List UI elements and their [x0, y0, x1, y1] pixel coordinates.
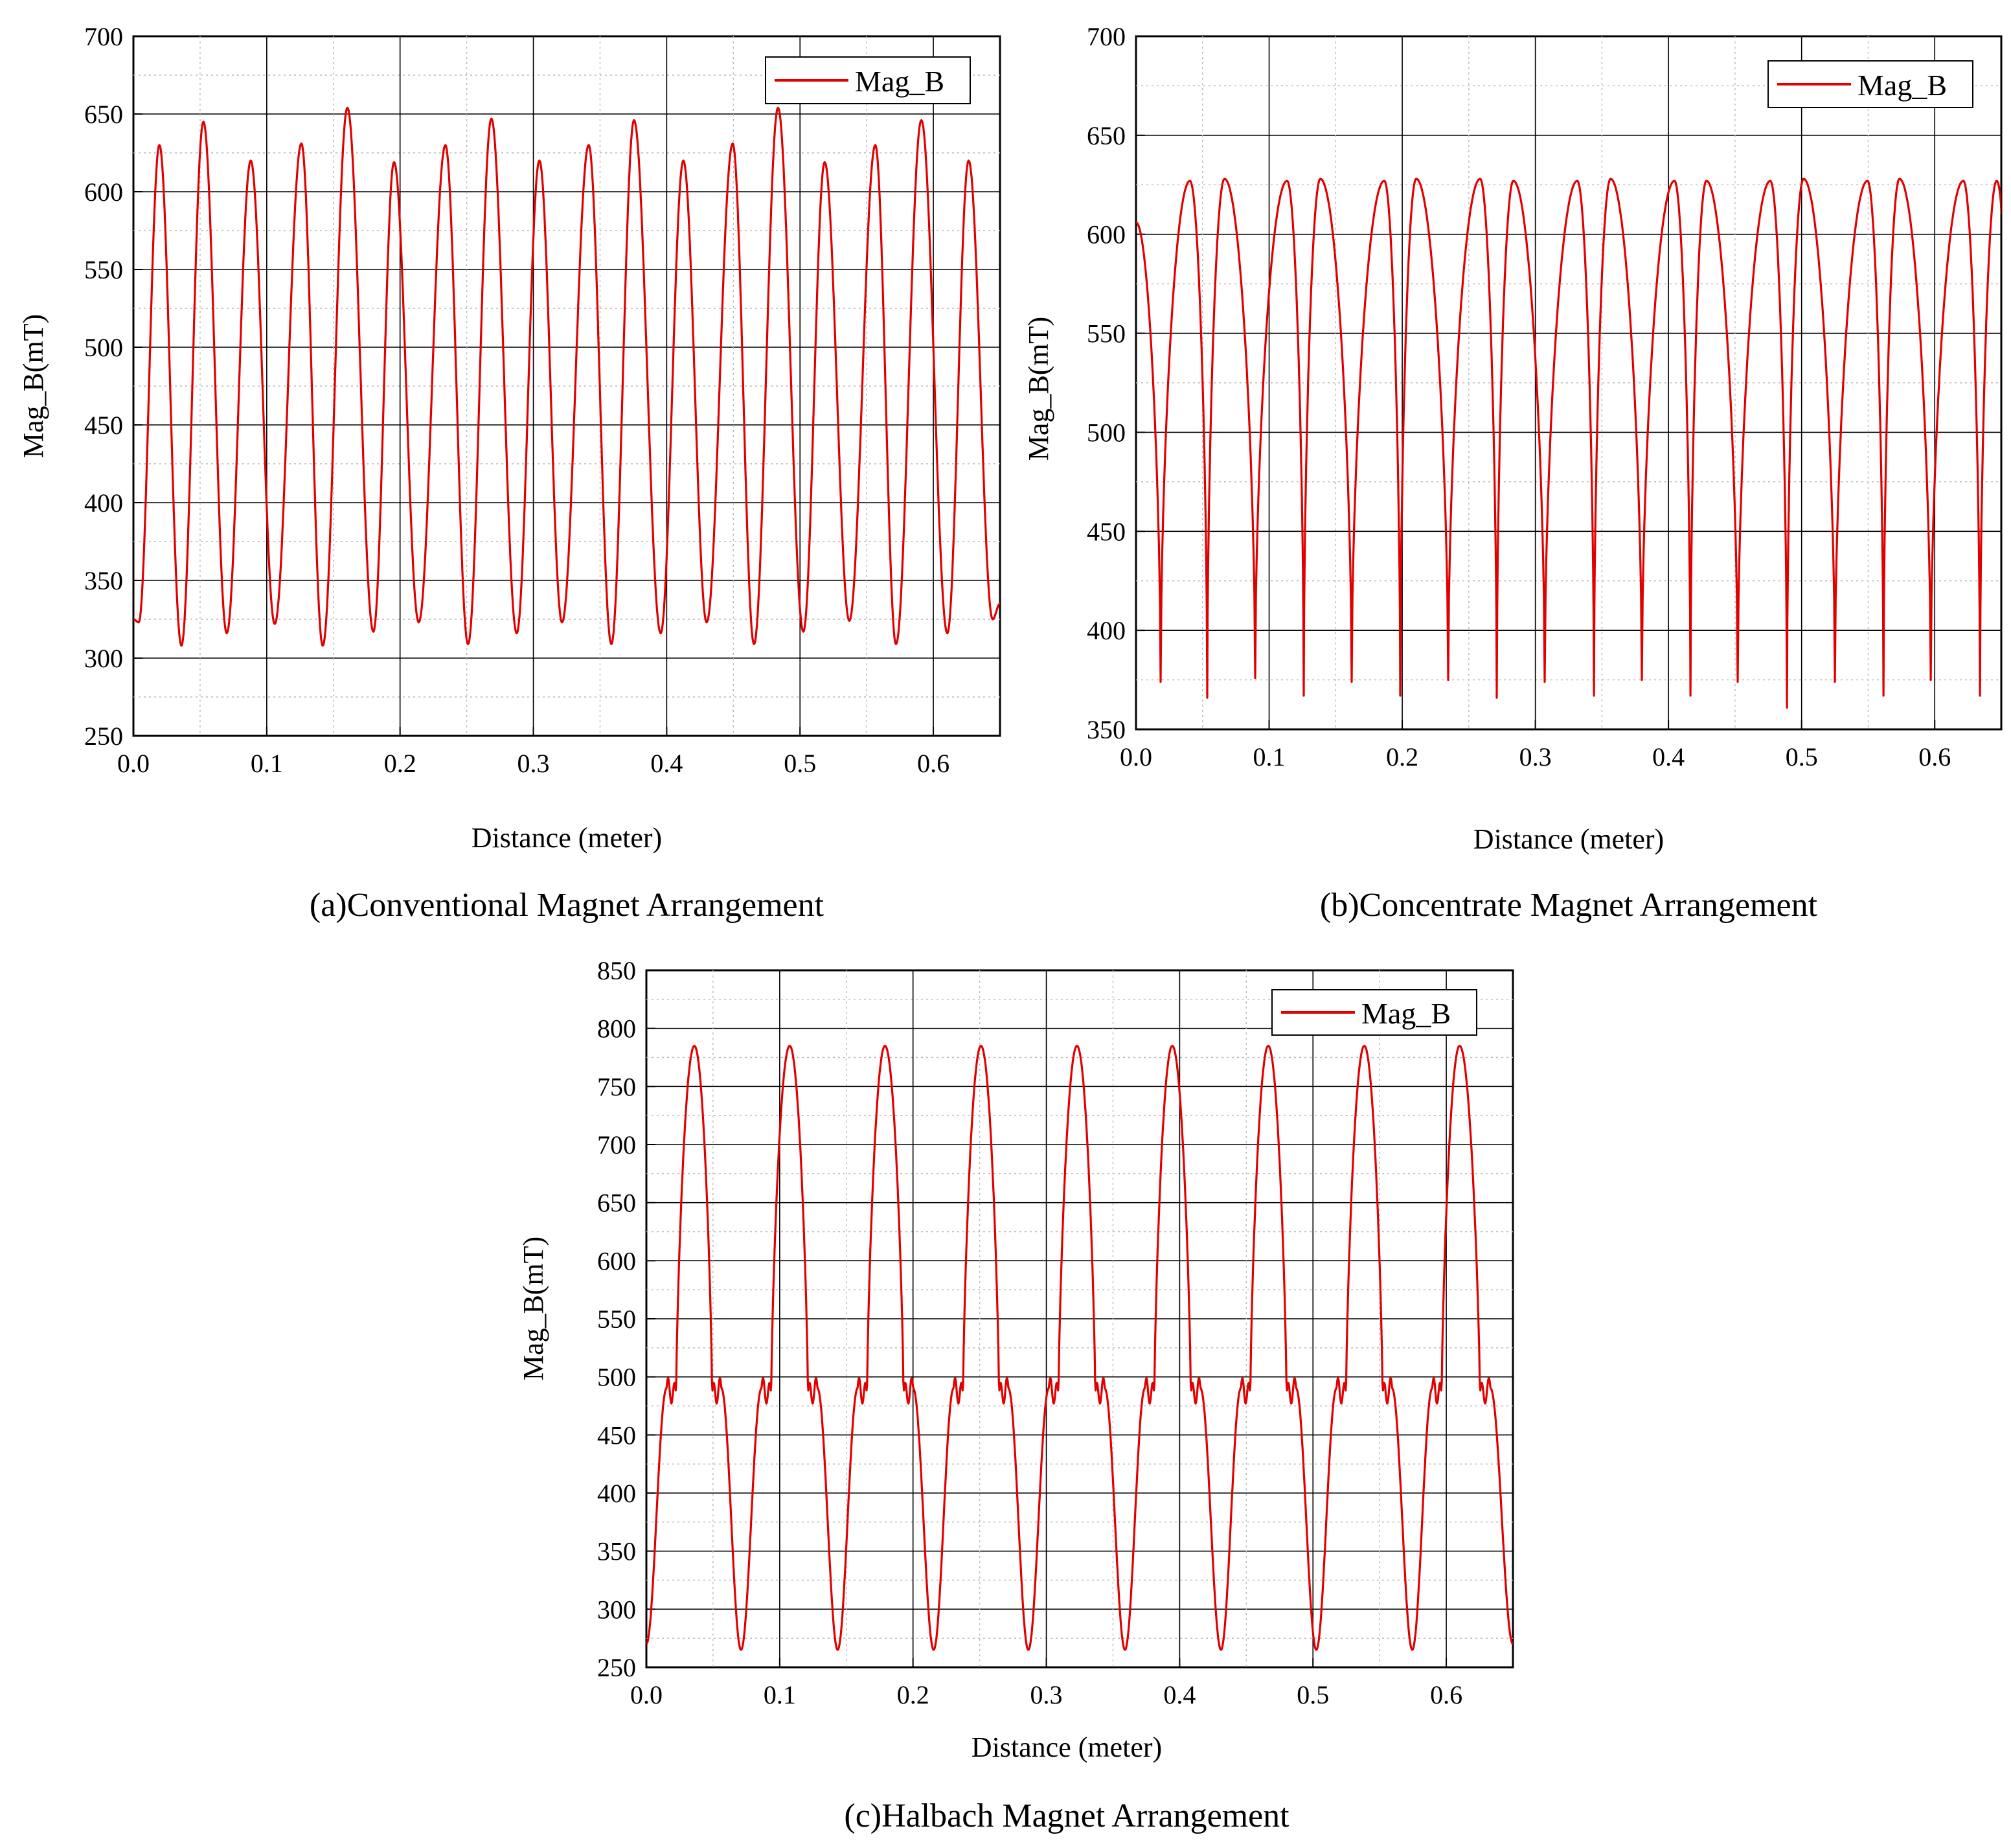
y-tick-label: 350	[1087, 715, 1126, 744]
x-axis-label: Distance (meter)	[971, 1731, 1162, 1763]
x-tick-label: 0.0	[1120, 742, 1152, 771]
x-axis-label: Distance (meter)	[472, 822, 662, 854]
series-line-mag-b	[1136, 177, 2001, 709]
y-axis-label: Mag_B(mT)	[17, 314, 49, 458]
y-tick-label: 250	[597, 1653, 636, 1682]
x-tick-label: 0.2	[897, 1680, 929, 1709]
x-tick-label: 0.4	[1163, 1680, 1196, 1709]
y-tick-label: 600	[1087, 220, 1126, 249]
y-tick-label: 700	[1087, 22, 1126, 51]
y-tick-label: 650	[597, 1189, 636, 1218]
x-tick-label: 0.3	[517, 749, 550, 778]
legend-label: Mag_B	[1361, 997, 1451, 1030]
x-tick-label: 0.3	[1519, 742, 1552, 771]
series-group	[133, 106, 1000, 647]
legend-label: Mag_B	[855, 65, 944, 98]
y-tick-label: 700	[84, 22, 123, 51]
x-tick-label: 0.6	[917, 749, 949, 778]
y-tick-label: 250	[84, 722, 123, 751]
x-tick-label: 0.4	[650, 749, 683, 778]
y-tick-label: 500	[84, 333, 123, 362]
y-tick-label: 650	[84, 100, 123, 129]
x-tick-label: 0.0	[117, 749, 150, 778]
x-tick-label: 0.1	[1253, 742, 1286, 771]
y-tick-label: 400	[1087, 616, 1126, 645]
x-tick-labels: 0.0 0.1 0.2 0.3 0.4 0.5 0.6	[1120, 742, 1951, 771]
caption-a: (a)Conventional Magnet Arrangement	[310, 887, 824, 924]
caption-c: (c)Halbach Magnet Arrangement	[844, 1797, 1290, 1834]
x-tick-labels: 0.0 0.1 0.2 0.3 0.4 0.5 0.6	[630, 1680, 1462, 1709]
chart-panel-c: 250300350400450500550600650700750800850 …	[517, 956, 1514, 1834]
x-tick-labels: 0.0 0.1 0.2 0.3 0.4 0.5 0.6	[117, 749, 949, 778]
y-tick-label: 750	[597, 1072, 636, 1101]
series-group	[646, 1045, 1513, 1651]
x-tick-label: 0.1	[764, 1680, 796, 1709]
y-tick-labels: 250 300 350 400 450 500 550 600 650 700	[84, 22, 123, 751]
y-tick-label: 600	[597, 1246, 636, 1275]
y-tick-label: 300	[597, 1595, 636, 1624]
series-line-mag-b	[133, 106, 1000, 647]
chart-panel-a: 250 300 350 400 450 500 550 600 650 700 0.0 0.1 0.2…	[17, 22, 1001, 924]
x-tick-label: 0.3	[1030, 1680, 1063, 1709]
y-tick-label: 450	[84, 411, 123, 440]
y-tick-label: 550	[597, 1305, 636, 1334]
x-tick-label: 0.6	[1430, 1680, 1462, 1709]
y-tick-label: 650	[1087, 121, 1126, 150]
caption-b: (b)Concentrate Magnet Arrangement	[1320, 887, 1818, 924]
series-line-mag-b	[646, 1045, 1513, 1651]
legend: Mag_B	[1271, 989, 1477, 1036]
x-tick-label: 0.2	[384, 749, 416, 778]
y-tick-label: 450	[1087, 517, 1126, 546]
x-tick-label: 0.5	[784, 749, 816, 778]
x-tick-label: 0.2	[1386, 742, 1418, 771]
x-tick-label: 0.5	[1297, 1680, 1329, 1709]
x-tick-label: 0.5	[1786, 742, 1818, 771]
y-tick-label: 350	[84, 566, 123, 595]
y-tick-label: 300	[84, 644, 123, 673]
chart-panel-b: 350 400 450 500 550 600 650 700 0.0 0.1 0.2 0.3 0.4…	[1023, 22, 2003, 924]
x-tick-label: 0.4	[1652, 742, 1685, 771]
y-tick-label: 350	[597, 1537, 636, 1566]
y-tick-label: 850	[597, 956, 636, 985]
y-tick-label: 550	[84, 255, 123, 284]
y-tick-label: 500	[1087, 418, 1126, 447]
y-tick-label: 550	[1087, 319, 1126, 348]
y-tick-labels: 350 400 450 500 550 600 650 700	[1087, 22, 1126, 744]
y-tick-label: 700	[597, 1130, 636, 1159]
legend-label: Mag_B	[1858, 69, 1947, 102]
series-group	[1136, 177, 2001, 709]
y-tick-labels: 250 300 350 400 450 500 550 600 650 700 750 800 850	[597, 956, 636, 1682]
y-tick-label: 450	[597, 1420, 636, 1450]
x-tick-label: 0.6	[1918, 742, 1951, 771]
y-axis-label: Mag_B(mT)	[1023, 317, 1054, 461]
grid-lines	[646, 970, 1513, 1668]
y-tick-label: 400	[84, 488, 123, 518]
y-tick-label: 800	[597, 1014, 636, 1044]
x-tick-label: 0.0	[630, 1680, 663, 1709]
legend: Mag_B	[1767, 60, 1973, 108]
y-axis-label: Mag_B(mT)	[517, 1237, 549, 1380]
x-tick-label: 0.1	[251, 749, 283, 778]
x-axis-label: Distance (meter)	[1473, 823, 1664, 855]
legend: Mag_B	[765, 56, 971, 104]
y-tick-label: 500	[597, 1363, 636, 1392]
y-tick-label: 400	[597, 1479, 636, 1508]
y-tick-label: 600	[84, 177, 123, 207]
